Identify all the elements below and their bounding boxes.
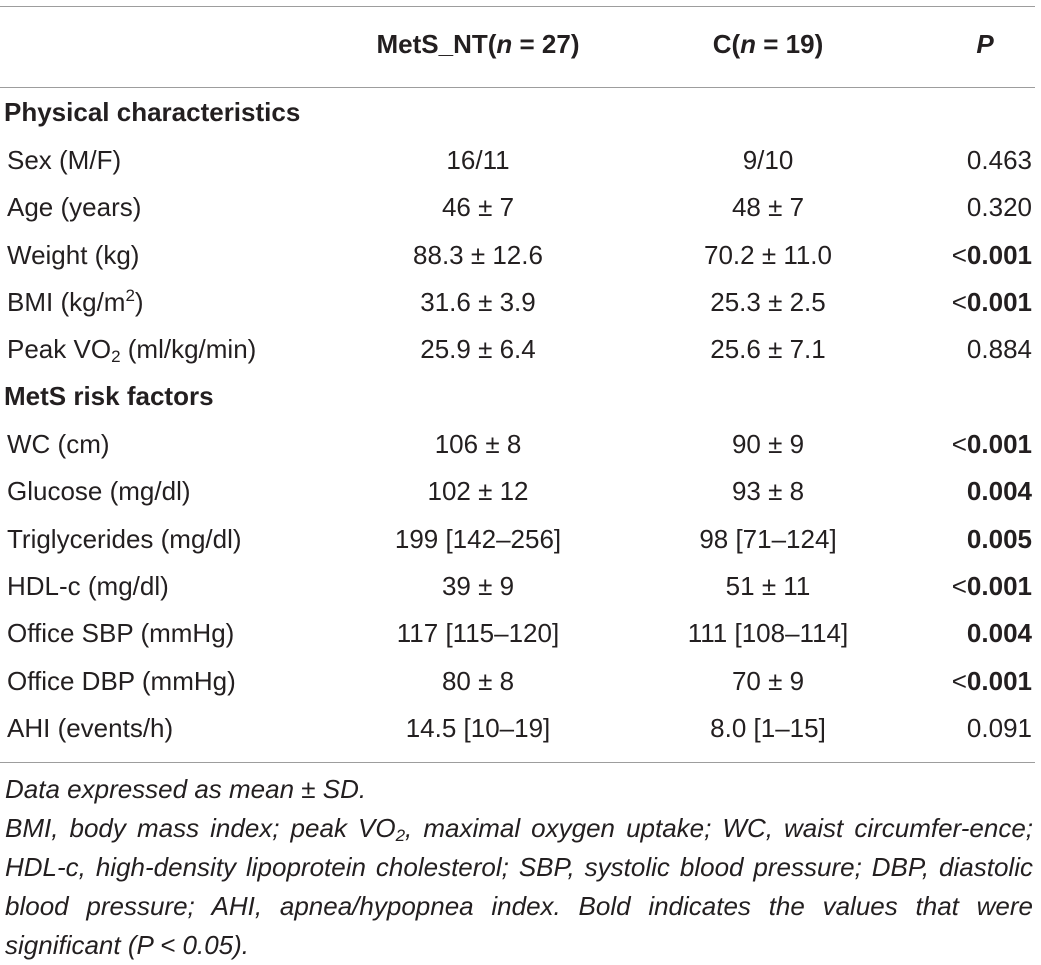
value-control: 25.6 ± 7.1 (710, 334, 826, 365)
section-physical: Physical characteristics (0, 89, 1041, 136)
header-p: P (976, 29, 994, 59)
p-value: 0.884 (966, 334, 1032, 365)
bottom-rule (0, 762, 1035, 763)
value-mets-nt: 88.3 ± 12.6 (413, 239, 543, 270)
row-label: HDL-c (mg/dl) (7, 570, 169, 601)
value-mets-nt: 16/11 (446, 145, 510, 175)
row-label: Office DBP (mmHg) (7, 665, 236, 696)
header-control: C(n = 19) (712, 29, 824, 59)
table-row: Peak VO2 (ml/kg/min) 25.9 ± 6.4 25.6 ± 7.1… (0, 326, 1041, 373)
p-value: <0.001 (951, 239, 1032, 270)
row-label: Weight (kg) (7, 239, 140, 270)
value-control: 70.2 ± 11.0 (704, 239, 832, 270)
p-value: <0.001 (951, 429, 1032, 459)
footnote-line-2: BMI, body mass index; peak VO2, maximal … (5, 813, 1034, 960)
value-mets-nt: 39 ± 9 (441, 570, 515, 601)
table-row: Triglycerides (mg/dl) 199 [142–256] 98 [71… (0, 516, 1041, 563)
table-row: Office DBP (mmHg) 80 ± 8 70 ± 9 <0.001 (0, 658, 1041, 705)
p-value: <0.001 (951, 665, 1032, 696)
footnote-line-1: Data expressed as mean ± SD. (5, 774, 367, 804)
table-row: Glucose (mg/dl) 102 ± 12 93 ± 8 0.004 (0, 468, 1041, 515)
section-label: MetS risk factors (4, 381, 214, 411)
value-control: 25.3 ± 2.5 (710, 286, 826, 317)
row-label: Glucose (mg/dl) (7, 476, 191, 507)
row-label: Peak VO2 (ml/kg/min) (7, 334, 257, 367)
p-value: 0.463 (966, 145, 1032, 175)
value-control: 90 ± 9 (731, 429, 805, 459)
section-label: Physical characteristics (4, 97, 301, 127)
value-control: 9/10 (742, 145, 794, 175)
value-mets-nt: 80 ± 8 (441, 665, 515, 696)
row-label: Office SBP (mmHg) (7, 618, 235, 649)
p-value: 0.004 (966, 618, 1032, 649)
value-mets-nt: 46 ± 7 (441, 192, 515, 223)
row-label: Age (years) (7, 192, 142, 223)
value-mets-nt: 102 ± 12 (427, 476, 529, 507)
row-label: Sex (M/F) (7, 145, 122, 175)
top-rule (0, 6, 1035, 7)
table-row: BMI (kg/m2) 31.6 ± 3.9 25.3 ± 2.5 <0.001 (0, 279, 1041, 326)
header-rule (0, 87, 1035, 88)
table-row: Age (years) 46 ± 7 48 ± 7 0.320 (0, 184, 1041, 231)
value-mets-nt: 117 [115–120] (396, 618, 560, 649)
table-row: AHI (events/h) 14.5 [10–19] 8.0 [1–15] 0.09… (0, 705, 1041, 752)
table-header: MetS_NT(n = 27) C(n = 19) P (0, 21, 1041, 68)
table-row: HDL-c (mg/dl) 39 ± 9 51 ± 11 <0.001 (0, 563, 1041, 610)
value-control: 48 ± 7 (731, 192, 805, 223)
footnote: Data expressed as mean ± SD. BMI, body m… (5, 770, 1033, 965)
row-label: WC (cm) (7, 429, 110, 459)
value-mets-nt: 25.9 ± 6.4 (420, 334, 536, 365)
p-value: <0.001 (951, 286, 1032, 317)
p-value: <0.001 (951, 570, 1032, 601)
header-mets-nt: MetS_NT(n = 27) (376, 29, 580, 59)
value-mets-nt: 106 ± 8 (434, 429, 522, 459)
section-risk: MetS risk factors (0, 373, 1041, 420)
table-row: Office SBP (mmHg) 117 [115–120] 111 [108–1… (0, 610, 1041, 657)
value-control: 8.0 [1–15] (710, 712, 826, 743)
p-value: 0.005 (966, 523, 1032, 554)
p-value: 0.091 (966, 712, 1032, 743)
value-control: 70 ± 9 (731, 665, 805, 696)
row-label: Triglycerides (mg/dl) (7, 523, 242, 554)
value-control: 93 ± 8 (731, 476, 805, 507)
table-row: WC (cm) 106 ± 8 90 ± 9 <0.001 (0, 421, 1041, 468)
value-mets-nt: 199 [142–256] (394, 523, 562, 554)
value-control: 98 [71–124] (699, 523, 837, 554)
p-value: 0.320 (966, 192, 1032, 223)
value-mets-nt: 14.5 [10–19] (405, 712, 551, 743)
value-control: 51 ± 11 (725, 570, 811, 601)
table-row: Weight (kg) 88.3 ± 12.6 70.2 ± 11.0 <0.001 (0, 232, 1041, 279)
value-mets-nt: 31.6 ± 3.9 (420, 286, 536, 317)
value-control: 111 [108–114] (687, 618, 849, 649)
row-label: BMI (kg/m2) (7, 285, 144, 317)
row-label: AHI (events/h) (7, 712, 174, 743)
p-value: 0.004 (966, 476, 1032, 507)
table-row: Sex (M/F) 16/11 9/10 0.463 (0, 137, 1041, 184)
